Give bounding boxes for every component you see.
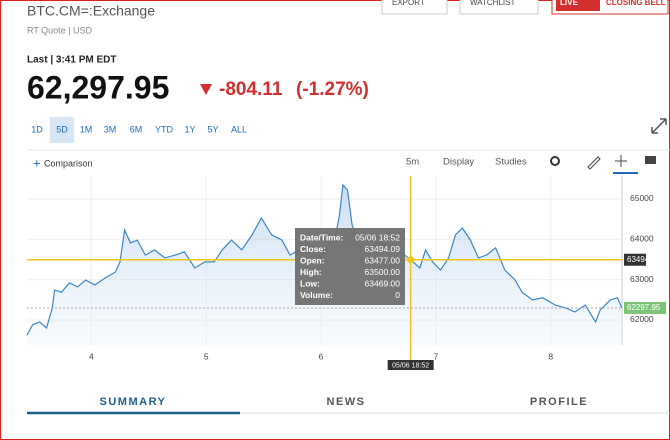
quote-time: Last | 3:41 PM EDT bbox=[27, 55, 117, 66]
live-badge bbox=[556, 0, 600, 11]
symbol: BTC.CM=:Exchange bbox=[27, 3, 155, 19]
y-tick-label: 62000 bbox=[630, 314, 654, 324]
live-label: LIVE bbox=[560, 0, 578, 7]
tooltip-value: 63494.09 bbox=[365, 244, 401, 254]
price: 62,297.95 bbox=[27, 69, 169, 105]
tooltip-value: 0 bbox=[395, 290, 400, 300]
y-tick-label: 63000 bbox=[630, 274, 654, 284]
last-price-label: 62297.95 bbox=[627, 303, 661, 312]
header-button-label: EXPORT bbox=[392, 0, 425, 7]
range-button[interactable]: ALL bbox=[231, 124, 247, 134]
y-tick-label: 64000 bbox=[630, 234, 654, 244]
range-button[interactable]: 1M bbox=[80, 124, 93, 134]
last-price-tag bbox=[624, 301, 666, 314]
comparison[interactable]: Comparison bbox=[44, 158, 93, 168]
tab[interactable]: PROFILE bbox=[530, 396, 588, 408]
tab[interactable]: SUMMARY bbox=[100, 396, 167, 408]
y-tick-label: 65000 bbox=[630, 193, 654, 203]
plus-icon: + bbox=[33, 155, 41, 170]
tooltip-value: 05/06 18:52 bbox=[355, 232, 400, 242]
range-button[interactable]: 3M bbox=[104, 124, 117, 134]
crosshair-x-tag bbox=[387, 360, 434, 370]
x-tick-label: 6 bbox=[319, 351, 324, 361]
header-button[interactable] bbox=[459, 0, 539, 15]
x-tick-label: 5 bbox=[204, 351, 209, 361]
tooltip-value: 63477.00 bbox=[365, 255, 401, 265]
draw-icon[interactable] bbox=[587, 156, 601, 170]
tooltip-value: 63469.00 bbox=[365, 278, 401, 288]
crosshair-dot bbox=[407, 256, 415, 264]
comment-icon[interactable] bbox=[645, 156, 656, 164]
down-arrow bbox=[200, 84, 212, 95]
interval[interactable]: 5m bbox=[406, 157, 419, 168]
range-button[interactable]: 5Y bbox=[207, 124, 218, 134]
range-button[interactable]: YTD bbox=[155, 124, 174, 134]
tab[interactable]: NEWS bbox=[327, 396, 366, 408]
tooltip-key: Close: bbox=[300, 244, 326, 254]
x-tick-label: 4 bbox=[89, 351, 94, 361]
range-button[interactable]: 1Y bbox=[184, 124, 195, 134]
tooltip-key: Date/Time: bbox=[300, 232, 343, 242]
crosshair-x-label: 05/06 18:52 bbox=[392, 362, 429, 369]
range-button[interactable]: 5D bbox=[56, 124, 68, 134]
display[interactable]: Display bbox=[443, 157, 474, 168]
settings-icon[interactable] bbox=[550, 156, 560, 166]
tooltip-value: 63500.00 bbox=[365, 267, 401, 277]
tooltip-key: Low: bbox=[300, 278, 320, 288]
header-button-label: WATCHLIST bbox=[470, 0, 515, 7]
crosshair-y-label: 63494 bbox=[627, 255, 650, 264]
quote-type: RT Quote | USD bbox=[27, 25, 93, 35]
tooltip-key: Volume: bbox=[300, 290, 333, 300]
tooltip-key: Open: bbox=[300, 255, 325, 265]
tooltip-key: High: bbox=[300, 267, 322, 277]
header-button[interactable] bbox=[381, 0, 448, 15]
studies[interactable]: Studies bbox=[495, 157, 527, 168]
crosshair-y-tag bbox=[624, 253, 646, 266]
tooltip bbox=[295, 228, 405, 305]
change-percent: (-1.27%) bbox=[296, 79, 369, 100]
x-tick-label: 8 bbox=[548, 351, 553, 361]
change: -804.11 bbox=[219, 79, 283, 100]
range-selected bbox=[50, 117, 74, 143]
header-button-label: CLOSING BELL bbox=[606, 0, 666, 7]
range-button[interactable]: 1D bbox=[31, 124, 43, 134]
range-button[interactable]: 6M bbox=[130, 124, 143, 134]
crosshair-icon[interactable] bbox=[615, 155, 627, 167]
expand-icon[interactable] bbox=[651, 118, 667, 134]
x-tick-label: 7 bbox=[434, 351, 439, 361]
